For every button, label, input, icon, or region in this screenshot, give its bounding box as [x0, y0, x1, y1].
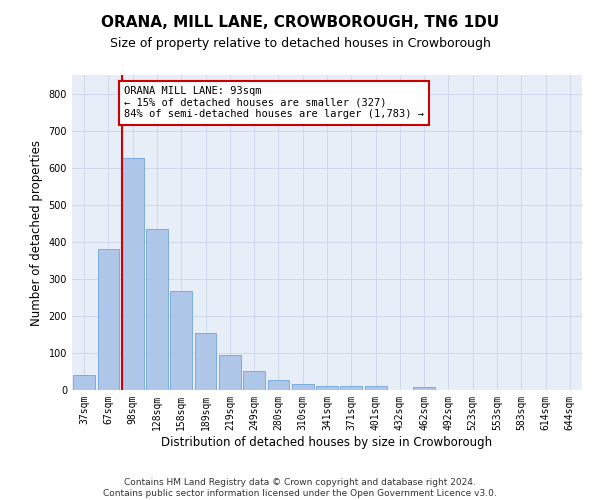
Text: ORANA MILL LANE: 93sqm
← 15% of detached houses are smaller (327)
84% of semi-de: ORANA MILL LANE: 93sqm ← 15% of detached… [124, 86, 424, 120]
Bar [170, 290, 192, 390]
Bar [292, 384, 314, 390]
Bar [365, 386, 386, 390]
Text: Contains HM Land Registry data © Crown copyright and database right 2024.
Contai: Contains HM Land Registry data © Crown c… [103, 478, 497, 498]
Bar [316, 386, 338, 390]
Bar [194, 332, 217, 390]
Bar [146, 229, 168, 390]
Text: ORANA, MILL LANE, CROWBOROUGH, TN6 1DU: ORANA, MILL LANE, CROWBOROUGH, TN6 1DU [101, 15, 499, 30]
Y-axis label: Number of detached properties: Number of detached properties [30, 140, 43, 326]
Text: Size of property relative to detached houses in Crowborough: Size of property relative to detached ho… [110, 38, 490, 51]
Bar [122, 158, 143, 390]
Bar [219, 355, 241, 390]
Bar [268, 380, 289, 390]
Bar [73, 375, 95, 390]
Bar [97, 249, 119, 390]
X-axis label: Distribution of detached houses by size in Crowborough: Distribution of detached houses by size … [161, 436, 493, 448]
Bar [243, 370, 265, 390]
Bar [340, 386, 362, 390]
Bar [413, 387, 435, 390]
